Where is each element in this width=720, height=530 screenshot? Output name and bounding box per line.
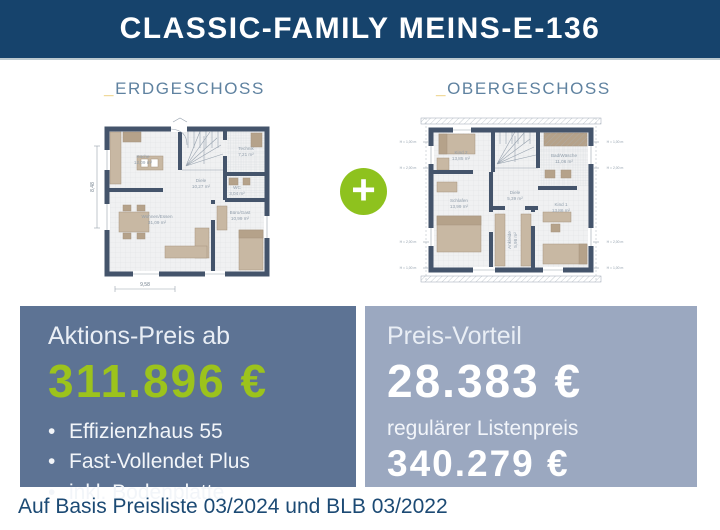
eg-dim-width: 9,58	[140, 282, 150, 288]
room-area-diele: 10,27 m²	[192, 184, 211, 189]
offer-bullet-3-text: inkl. Bodenplatte	[69, 480, 225, 504]
offer-bullet-2-text: Fast-Vollendet Plus	[69, 450, 250, 474]
obergeschoss-label-text: OBERGESCHOSS	[447, 79, 611, 98]
room-label-diele: Diele	[196, 178, 207, 183]
room-label-schlafen: Schlafen	[450, 198, 468, 203]
og-side-dimensions: H = 1,00 m H = 2,00 m H = 2,00 m H = 1,0…	[400, 140, 624, 270]
erdgeschoss-label: _ERDGESCHOSS	[104, 79, 265, 99]
room-label-kind2: Kind 2	[454, 150, 467, 155]
eg-interior-walls	[107, 129, 267, 274]
list-price-label: regulärer Listenpreis	[387, 417, 579, 440]
room-area-kueche: 12,09 m²	[134, 160, 153, 165]
og-furniture	[436, 132, 588, 267]
room-label-kueche: Küche	[136, 154, 149, 159]
bullet-dot-icon: •	[48, 450, 56, 474]
header-banner: CLASSIC-FAMILY MEINS-E-136	[0, 0, 720, 60]
room-area-kind1: 13,86 m²	[552, 208, 571, 213]
room-label-ankleide: Ankleide	[507, 231, 512, 249]
advantage-panel: Preis-Vorteil 28.383 € regulärer Listenp…	[365, 306, 697, 487]
plus-icon: +	[340, 168, 387, 215]
page-title: CLASSIC-FAMILY MEINS-E-136	[119, 12, 601, 45]
offer-bullet-1: • Effizienzhaus 55	[48, 417, 356, 447]
eg-windows	[104, 117, 270, 277]
room-label-buero: Büro/Gast	[230, 210, 251, 215]
offer-price: 311.896 €	[48, 355, 269, 407]
floorplan-obergeschoss: Kind 2 13,85 m² Bad/Wäsche 11,06 m² Diel…	[400, 117, 624, 283]
room-area-diele: 5,39 m²	[507, 196, 523, 201]
bullet-dot-icon: •	[48, 420, 56, 443]
room-area-wohnen: 31,09 m²	[148, 220, 167, 225]
room-area-ankleide: 5,98 m²	[513, 232, 518, 248]
og-stairs	[493, 129, 538, 169]
og-dim-left-1: H = 1,00 m	[400, 140, 417, 144]
list-price-value: 340.279 €	[387, 443, 570, 484]
room-area-bad: 11,06 m²	[555, 159, 573, 164]
room-label-wohnen: Wohnen/Essen	[141, 214, 173, 219]
offer-title: Aktions-Preis ab	[48, 322, 231, 350]
room-area-schlafen: 13,99 m²	[450, 204, 469, 209]
eg-stairs	[182, 128, 224, 171]
og-dim-right-2: H = 2,00 m	[607, 166, 624, 170]
bullet-dot-icon: •	[48, 480, 56, 504]
og-dim-left-3: H = 2,00 m	[400, 240, 417, 244]
og-outer-wall	[428, 127, 594, 273]
og-room-labels: Kind 2 13,85 m² Bad/Wäsche 11,06 m² Diel…	[450, 150, 578, 249]
og-dim-right-4: H = 1,00 m	[607, 266, 624, 270]
og-windows	[428, 127, 594, 273]
advantage-title: Preis-Vorteil	[387, 322, 522, 350]
og-roof-edges	[420, 117, 602, 283]
og-dim-right-3: H = 2,00 m	[607, 240, 624, 244]
eg-room-labels: Küche 12,09 m² Diele 10,27 m² Technik 7,…	[134, 146, 255, 225]
advantage-amount: 28.383 €	[387, 355, 583, 407]
label-underscore: _	[104, 79, 116, 98]
og-dim-left-2: H = 2,00 m	[400, 166, 417, 170]
offer-bullet-2: • Fast-Vollendet Plus	[48, 447, 356, 477]
offer-bullet-list: • Effizienzhaus 55 • Fast-Vollendet Plus…	[48, 417, 356, 508]
offer-bullet-1-text: Effizienzhaus 55	[69, 420, 223, 443]
og-interior-walls	[431, 130, 577, 270]
room-area-wc: 3,04 m²	[229, 191, 245, 196]
offer-panel: Aktions-Preis ab 311.896 € • Effizienzha…	[20, 306, 356, 504]
room-label-diele: Diele	[510, 190, 521, 195]
eg-dimensions: 9,58 8,48	[90, 145, 176, 292]
og-dim-left-4: H = 1,00 m	[400, 266, 417, 270]
floorplan-erdgeschoss: Küche 12,09 m² Diele 10,27 m² Technik 7,…	[90, 117, 270, 292]
room-label-bad: Bad/Wäsche	[551, 153, 577, 158]
room-area-kind2: 13,85 m²	[452, 156, 471, 161]
label-underscore: _	[436, 79, 448, 98]
eg-dim-height: 8,48	[90, 182, 96, 192]
obergeschoss-label: _OBERGESCHOSS	[436, 79, 611, 99]
room-label-technik: Technik	[238, 146, 254, 151]
erdgeschoss-label-text: ERDGESCHOSS	[115, 79, 265, 98]
room-area-buero: 10,99 m²	[231, 216, 250, 221]
offer-bullet-3: • inkl. Bodenplatte	[48, 478, 356, 508]
eg-furniture	[109, 131, 264, 271]
og-dim-right-1: H = 1,00 m	[607, 140, 624, 144]
footnote: Auf Basis Preisliste 03/2024 und BLB 03/…	[18, 495, 448, 518]
room-area-technik: 7,21 m²	[238, 152, 254, 157]
room-label-wc: WC	[233, 185, 241, 190]
room-label-kind1: Kind 1	[554, 202, 567, 207]
